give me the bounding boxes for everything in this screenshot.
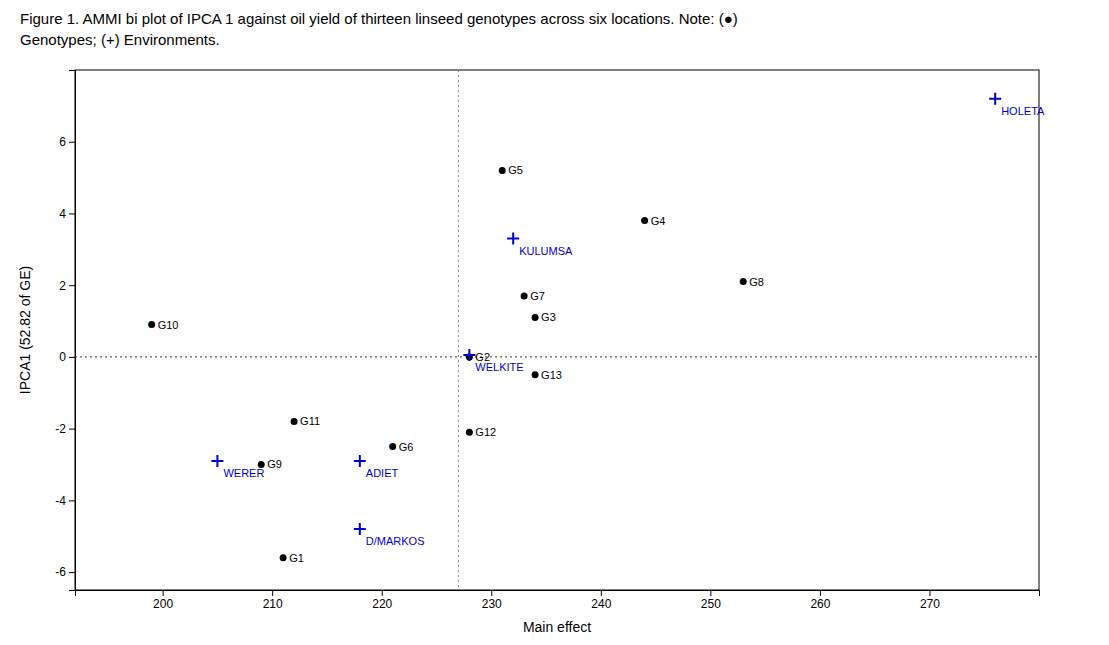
tick-label: 250	[701, 597, 721, 611]
tick: 0	[59, 350, 75, 364]
tick-label: 2	[59, 279, 66, 293]
point-label: G7	[530, 290, 545, 302]
tick-mark	[69, 142, 75, 143]
tick-label: 260	[810, 597, 830, 611]
marks	[75, 70, 1039, 590]
tick-label: 270	[920, 597, 940, 611]
tick-mark	[69, 285, 75, 286]
point-labels: G1G3G4G5G6G7G8G9G10G11G12G13G2HOLETAKULU…	[158, 105, 1045, 564]
tick-label: -6	[55, 565, 66, 579]
tick-mark	[929, 590, 930, 596]
tick-mark	[820, 590, 821, 596]
genotype-point	[466, 429, 473, 436]
tick-label: 4	[59, 207, 66, 221]
tick: 270	[920, 590, 940, 611]
tick: 250	[701, 590, 721, 611]
environment-point	[463, 349, 475, 361]
tick-label: 6	[59, 135, 66, 149]
tick: 200	[153, 590, 173, 611]
point-label: ADIET	[366, 467, 399, 479]
point-label: G12	[475, 426, 496, 438]
genotype-point	[740, 278, 747, 285]
environment-point	[354, 523, 366, 535]
tick-mark	[69, 500, 75, 501]
tick-mark	[163, 590, 164, 596]
title: Figure 1. AMMI bi plot of IPCA 1 against…	[20, 10, 738, 27]
reference-line	[75, 356, 1039, 357]
tick: -6	[55, 565, 75, 579]
y-axis: -6 -4 -2 0 2 4 6	[55, 71, 75, 591]
genotype-point	[532, 314, 539, 321]
tick-mark	[491, 590, 492, 596]
tick-label: 200	[153, 597, 173, 611]
tick: 260	[810, 590, 830, 611]
point-label: G4	[651, 215, 666, 227]
tick: 4	[59, 207, 75, 221]
tick-label: 210	[263, 597, 283, 611]
environment-point	[507, 233, 519, 245]
x-axis-title: Main effect	[523, 619, 591, 635]
point-label: KULUMSA	[519, 245, 573, 257]
genotype-point	[521, 292, 528, 299]
tick-mark	[601, 590, 602, 596]
genotype-point	[499, 167, 506, 174]
plot: 200 210 220 230 240 250 260 270 -6 -4 -2 0 2 4 6 Main e…	[17, 70, 1045, 635]
point-label: G5	[508, 164, 523, 176]
tick: 240	[591, 590, 611, 611]
tick-mark	[69, 572, 75, 573]
point-label: G10	[158, 319, 179, 331]
point-label: WELKITE	[475, 361, 523, 373]
tick: 210	[263, 590, 283, 611]
tick: 220	[372, 590, 392, 611]
point-label: HOLETA	[1001, 105, 1045, 117]
point-label: G13	[541, 369, 562, 381]
tick-label: 240	[591, 597, 611, 611]
tick: 2	[59, 279, 75, 293]
tick-mark	[69, 429, 75, 430]
tick: -4	[55, 494, 75, 508]
genotype-point	[291, 418, 298, 425]
tick-label: -4	[55, 494, 66, 508]
plot-frame	[75, 70, 1039, 590]
genotype-point	[532, 371, 539, 378]
point-label: G6	[399, 441, 414, 453]
axis-line	[76, 591, 1040, 597]
chart: Figure 1. AMMI bi plot of IPCA 1 against…	[0, 0, 1109, 645]
tick-label: 220	[372, 597, 392, 611]
tick-mark	[69, 357, 75, 358]
tick-mark	[710, 590, 711, 596]
environment-point	[354, 455, 366, 467]
tick: -2	[55, 422, 75, 436]
point-label: G1	[289, 552, 304, 564]
point-label: G9	[267, 458, 282, 470]
environment-point	[211, 455, 223, 467]
genotype-point	[148, 321, 155, 328]
genotype-point	[280, 554, 287, 561]
tick: 230	[482, 590, 502, 611]
point-label: WERER	[223, 467, 264, 479]
reference-line	[458, 70, 459, 590]
environment-point	[989, 93, 1001, 105]
genotype-point	[641, 217, 648, 224]
point-label: G8	[749, 276, 764, 288]
subtitle: Genotypes; (+) Environments.	[20, 31, 220, 48]
tick-mark	[272, 590, 273, 596]
genotype-point	[389, 443, 396, 450]
tick-label: 0	[59, 350, 66, 364]
point-label: D/MARKOS	[366, 535, 425, 547]
y-axis-title: IPCA1 (52.82 of GE)	[17, 266, 33, 394]
tick-mark	[382, 590, 383, 596]
tick-mark	[69, 213, 75, 214]
point-label: G3	[541, 311, 556, 323]
tick-label: -2	[55, 422, 66, 436]
tick: 6	[59, 135, 75, 149]
tick-label: 230	[482, 597, 502, 611]
x-axis: 200 210 220 230 240 250 260 270	[76, 590, 1040, 611]
point-label: G11	[300, 415, 320, 427]
